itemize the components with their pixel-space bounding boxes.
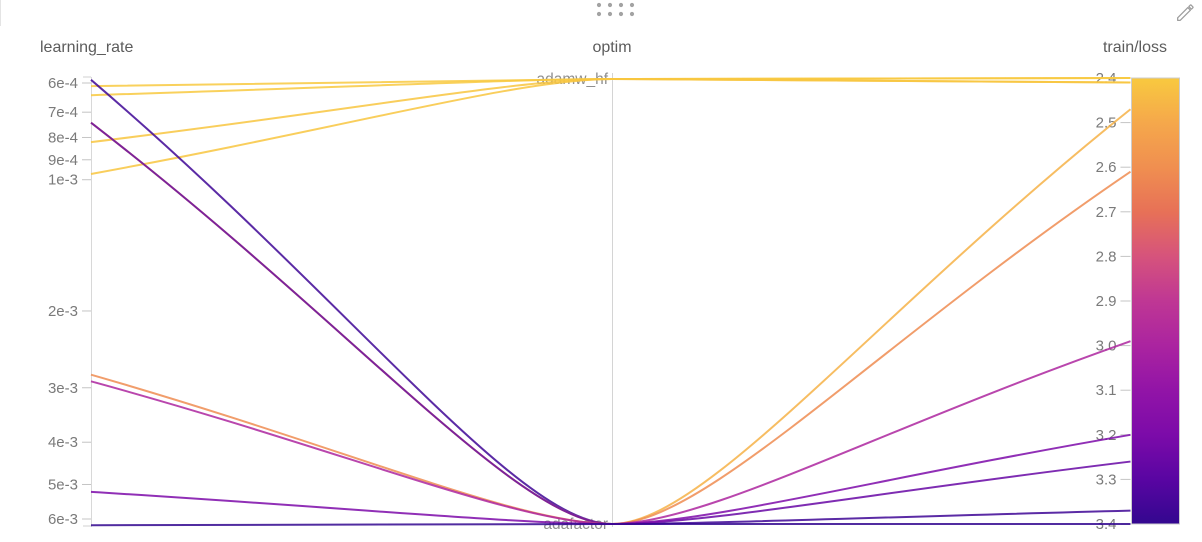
axis-title-learning-rate[interactable]: learning_rate <box>40 39 134 56</box>
tick-label-train-loss: 2.6 <box>1096 159 1117 176</box>
run-line[interactable] <box>90 77 1131 144</box>
tick-label-learning-rate: 2e-3 <box>48 303 78 320</box>
axis-title-optim[interactable]: optim <box>592 39 631 56</box>
tick-label-learning-rate: 9e-4 <box>48 152 78 169</box>
tick-label-train-loss: 2.8 <box>1096 248 1117 265</box>
tick-label-train-loss: 3.3 <box>1096 471 1117 488</box>
train-loss-colorbar <box>1131 77 1180 525</box>
tick-label-learning-rate: 6e-3 <box>48 511 78 528</box>
tick-label-learning-rate: 6e-4 <box>48 75 78 92</box>
pencil-icon <box>1177 4 1194 21</box>
panel-drag-handle[interactable] <box>592 0 640 20</box>
tick-label-train-loss: 2.7 <box>1096 204 1117 221</box>
run-line[interactable] <box>90 108 1132 526</box>
tick-label-learning-rate: 4e-3 <box>48 434 78 451</box>
run-line[interactable] <box>90 170 1132 526</box>
tick-label-learning-rate: 3e-3 <box>48 380 78 397</box>
tick-label-train-loss: 3.1 <box>1096 382 1117 399</box>
run-line[interactable] <box>90 522 1131 527</box>
tick-label-learning-rate: 5e-3 <box>48 476 78 493</box>
tick-label-train-loss: 3.0 <box>1096 338 1117 355</box>
run-line[interactable] <box>90 340 1131 526</box>
panel-edge-line <box>0 0 1 26</box>
run-line[interactable] <box>90 433 1131 526</box>
tick-label-train-loss: 2.9 <box>1096 293 1117 310</box>
tick-label-train-loss: 2.5 <box>1096 115 1117 132</box>
edit-panel-button[interactable] <box>1174 2 1196 24</box>
tick-label-learning-rate: 1e-3 <box>48 172 78 189</box>
run-line[interactable] <box>90 79 1131 526</box>
run-line[interactable] <box>90 77 1131 175</box>
grip-dots-icon <box>596 2 635 17</box>
tick-label-learning-rate: 8e-4 <box>48 129 78 146</box>
tick-label-learning-rate: 7e-4 <box>48 104 78 121</box>
axis-title-train-loss[interactable]: train/loss <box>1103 39 1167 56</box>
